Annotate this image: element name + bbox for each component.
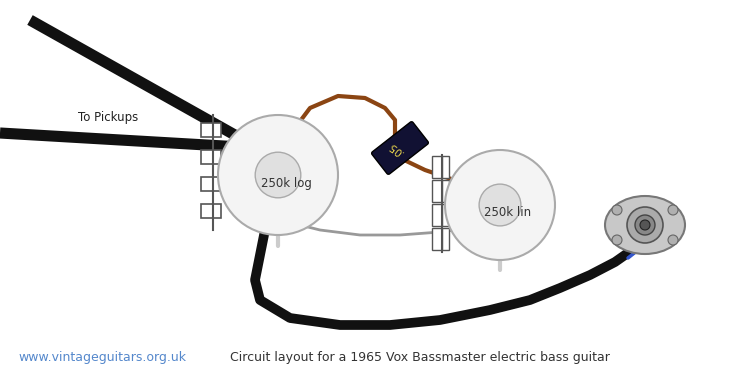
Bar: [432, 228, 442, 250]
Ellipse shape: [605, 196, 685, 254]
Bar: [442, 204, 449, 226]
Circle shape: [612, 235, 622, 245]
Bar: [432, 204, 442, 226]
Bar: [213, 204, 221, 218]
Text: .05: .05: [386, 139, 406, 157]
Text: To Pickups: To Pickups: [78, 111, 138, 125]
FancyBboxPatch shape: [371, 122, 428, 174]
Bar: [442, 156, 449, 178]
Bar: [201, 204, 213, 218]
Text: 250k log: 250k log: [260, 177, 311, 189]
Bar: [201, 177, 213, 191]
Text: www.vintageguitars.org.uk: www.vintageguitars.org.uk: [18, 351, 186, 364]
Bar: [442, 228, 449, 250]
Circle shape: [445, 150, 555, 260]
Circle shape: [635, 215, 655, 235]
Bar: [442, 180, 449, 202]
Circle shape: [479, 184, 521, 226]
Circle shape: [627, 207, 663, 243]
Bar: [213, 177, 221, 191]
Bar: [201, 123, 213, 137]
Circle shape: [640, 220, 650, 230]
Text: Circuit layout for a 1965 Vox Bassmaster electric bass guitar: Circuit layout for a 1965 Vox Bassmaster…: [230, 351, 610, 364]
Bar: [201, 150, 213, 164]
Circle shape: [668, 235, 678, 245]
Bar: [213, 123, 221, 137]
Bar: [432, 180, 442, 202]
Text: 250k lin: 250k lin: [484, 207, 532, 219]
Circle shape: [612, 205, 622, 215]
Circle shape: [668, 205, 678, 215]
Circle shape: [255, 152, 301, 198]
Circle shape: [218, 115, 338, 235]
Bar: [213, 150, 221, 164]
Bar: [432, 156, 442, 178]
